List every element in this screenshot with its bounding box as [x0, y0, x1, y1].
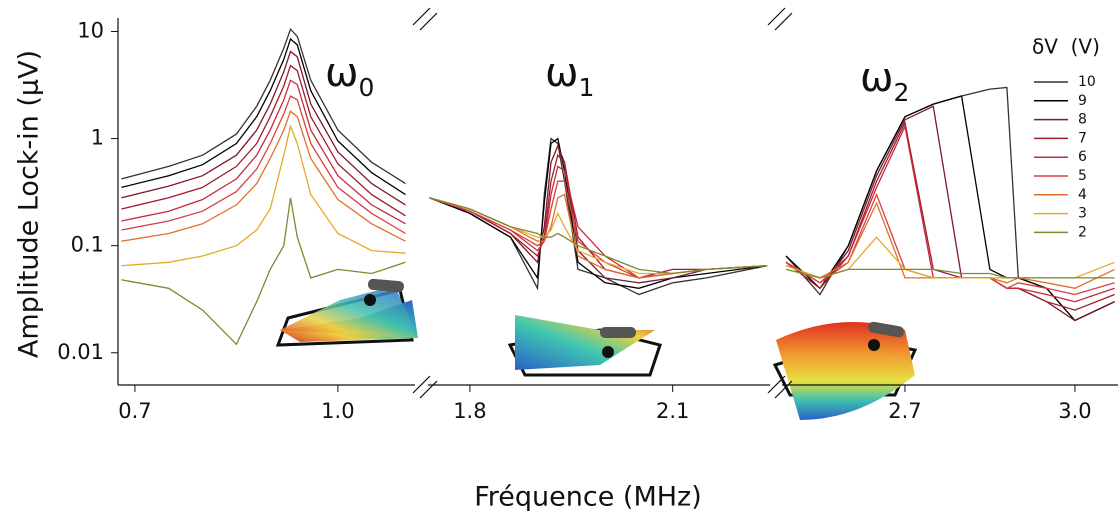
- y-tick-label: 0.01: [57, 340, 104, 364]
- panel-subscript: 1: [579, 73, 595, 102]
- panel-symbol: ω: [325, 50, 359, 96]
- data-line: [429, 144, 768, 284]
- data-line: [429, 153, 768, 279]
- legend-label: 9: [1078, 93, 1087, 109]
- data-line: [429, 193, 768, 279]
- data-line: [785, 201, 1115, 289]
- legend-label: 7: [1078, 130, 1087, 146]
- legend-label: 4: [1078, 187, 1087, 203]
- axis-breaks: [412, 7, 793, 399]
- data-line: [785, 268, 1115, 279]
- legend-label: 2: [1078, 224, 1087, 240]
- y-axis-label: Amplitude Lock-in (μV): [14, 50, 45, 358]
- data-line: [121, 197, 406, 346]
- panel-subscript: 2: [894, 78, 910, 107]
- legend-label: 10: [1078, 74, 1096, 90]
- panel-subscript: 0: [359, 73, 375, 102]
- legend-label: 8: [1078, 112, 1087, 128]
- x-tick-label: 2.7: [888, 399, 921, 423]
- panel-label: ω1: [545, 50, 594, 102]
- legend-title: δV (V): [1032, 35, 1100, 59]
- legend-label: 3: [1078, 206, 1087, 222]
- panel-symbol: ω: [860, 55, 894, 101]
- data-line: [785, 86, 1115, 322]
- data-line: [121, 27, 406, 185]
- data-line: [429, 197, 768, 275]
- x-tick-label: 1.8: [453, 399, 486, 423]
- data-line: [121, 64, 406, 217]
- data-line: [121, 124, 406, 267]
- x-axis-label: Fréquence (MHz): [474, 482, 702, 513]
- panel-symbol: ω: [545, 50, 579, 96]
- x-tick-label: 2.1: [656, 399, 689, 423]
- data-line: [121, 79, 406, 225]
- x-tick-label: 1.0: [321, 399, 354, 423]
- data-line: [121, 37, 406, 196]
- mode-shape-insets: [275, 278, 918, 420]
- legend-label: 6: [1078, 149, 1087, 165]
- data-line: [429, 137, 768, 296]
- data-line: [121, 110, 406, 242]
- legend-label: 5: [1078, 168, 1087, 184]
- data-line: [121, 50, 406, 206]
- panel-label: ω2: [860, 55, 909, 107]
- y-tick-label: 10: [77, 18, 104, 42]
- data-line: [785, 120, 1115, 311]
- panel-label: ω0: [325, 50, 374, 102]
- data-line: [121, 95, 406, 235]
- x-tick-label: 0.7: [118, 399, 151, 423]
- y-tick-label: 1: [91, 126, 104, 150]
- y-tick-label: 0.1: [71, 233, 104, 257]
- data-line: [429, 180, 768, 279]
- x-tick-label: 3.0: [1058, 399, 1091, 423]
